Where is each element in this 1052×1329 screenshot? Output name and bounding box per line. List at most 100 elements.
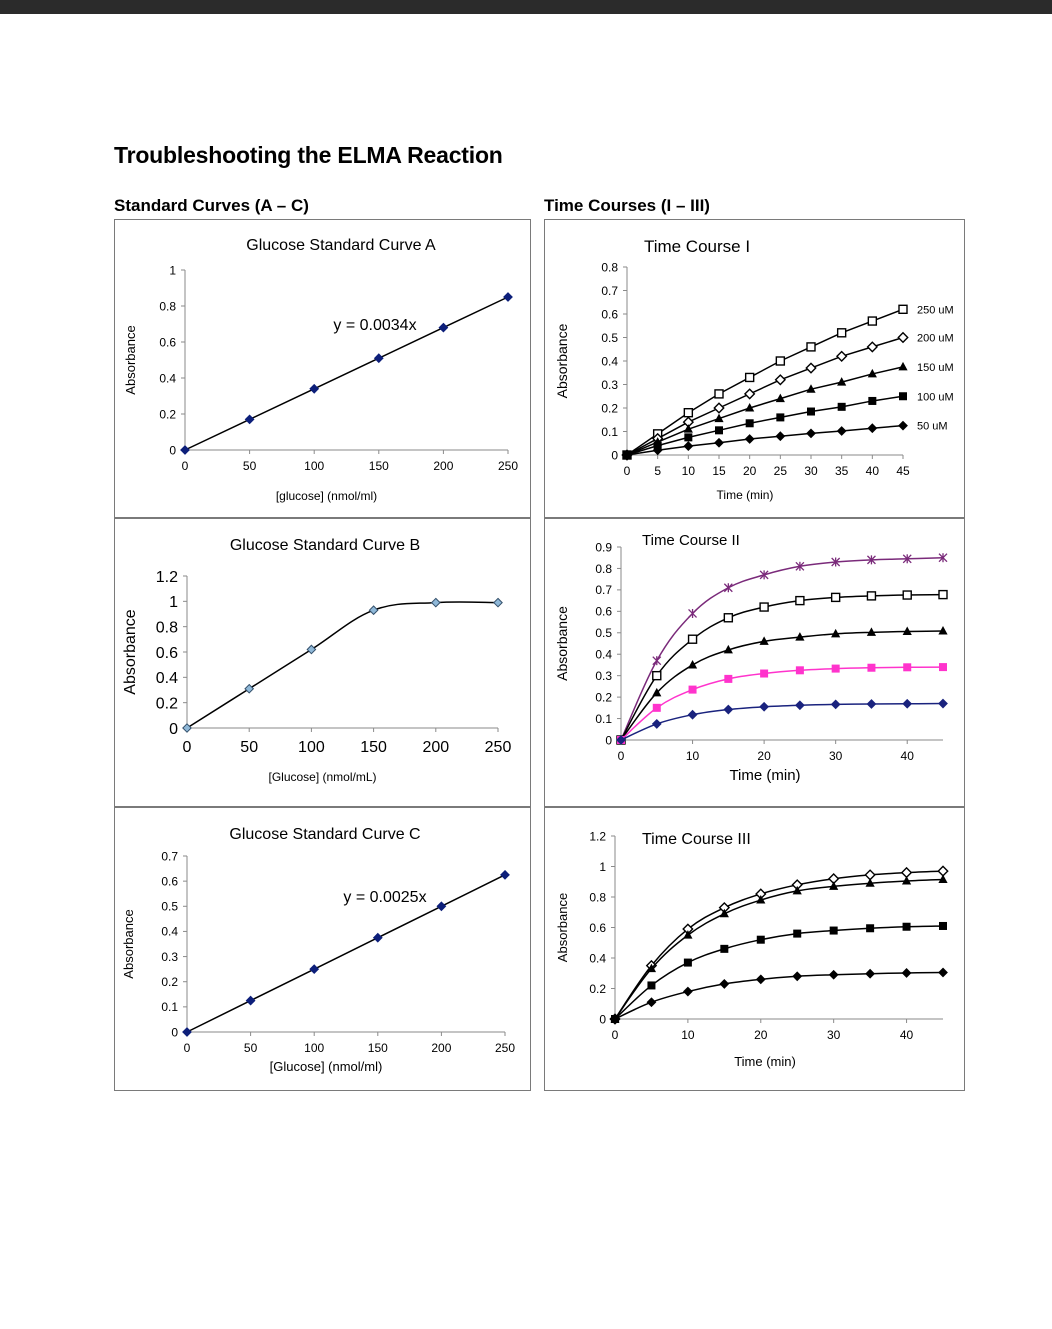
x-tick-label: 10: [686, 749, 700, 763]
data-point-marker: [759, 602, 769, 612]
chart-title: Time Course II: [642, 532, 740, 549]
data-point-marker: [831, 628, 841, 638]
x-tick-label: 30: [829, 749, 843, 763]
y-tick-label: 0.8: [156, 619, 178, 636]
y-axis-label: Absorbance: [554, 323, 570, 398]
y-tick-label: 0.7: [601, 284, 618, 298]
y-tick-label: 0.8: [601, 260, 618, 274]
y-tick-label: 0.1: [595, 712, 612, 726]
y-axis-label: Absorbance: [121, 909, 136, 978]
data-point-marker: [430, 597, 441, 608]
chart-title: Glucose Standard Curve A: [246, 237, 436, 254]
y-axis-label: Absorbance: [554, 606, 570, 681]
series-line-2: [614, 878, 944, 1020]
data-point-marker: [775, 356, 786, 366]
data-point-marker: [723, 583, 733, 593]
data-point-marker: [865, 878, 875, 887]
data-point-marker: [719, 908, 729, 918]
y-tick-label: 1.2: [156, 569, 178, 586]
data-point-marker: [309, 964, 320, 975]
data-point-marker: [865, 968, 876, 979]
data-point-marker: [830, 699, 841, 710]
data-point-marker: [902, 626, 912, 635]
y-tick-label: 0: [169, 721, 178, 738]
data-point-marker: [755, 974, 766, 985]
y-tick-label: 0: [599, 1012, 606, 1026]
data-point-marker: [795, 632, 805, 641]
x-tick-label: 200: [422, 739, 449, 756]
x-tick-label: 100: [304, 459, 324, 473]
data-point-marker: [683, 930, 693, 939]
series-line-200-um: [626, 336, 904, 456]
data-point-marker: [831, 557, 841, 567]
y-tick-label: 0.5: [595, 626, 612, 640]
x-tick-label: 0: [183, 739, 192, 756]
series-label-250-um: 250 uM: [917, 304, 954, 316]
x-tick-label: 25: [774, 464, 788, 478]
series-line-1: [614, 870, 944, 1020]
x-tick-label: 150: [360, 739, 387, 756]
y-tick-label: 0.2: [589, 982, 606, 996]
data-point-marker: [902, 922, 911, 931]
data-point-marker: [745, 403, 755, 412]
data-point-marker: [724, 674, 733, 683]
data-point-marker: [866, 627, 877, 636]
data-point-marker: [244, 683, 255, 694]
data-point-marker: [806, 428, 816, 439]
y-tick-label: 0.2: [161, 975, 178, 989]
data-point-marker: [806, 384, 816, 393]
x-tick-label: 250: [495, 1041, 515, 1055]
x-tick-label: 10: [681, 1028, 695, 1042]
data-point-marker: [244, 414, 255, 425]
data-point-marker: [616, 735, 626, 745]
series-line-4: [614, 971, 944, 1020]
y-tick-label: 0.4: [589, 951, 606, 965]
x-tick-label: 30: [827, 1028, 841, 1042]
data-point-marker: [938, 589, 948, 600]
section-time-courses: Time Courses (I – III): [544, 196, 710, 215]
data-point-marker: [831, 664, 840, 673]
chart-glucose-standard-curve-a: Glucose Standard Curve A 0 0.2 0.4 0.6 0.8 1 0 5…: [123, 237, 518, 503]
y-tick-label: 1.2: [589, 829, 606, 843]
chart-panel-time-course-3: Time Course III 0 0.2 0.4 0.6 0.8 1 1.2 0 10 20 30 4…: [544, 807, 965, 1091]
data-point-marker: [652, 703, 661, 712]
y-tick-label: 0.4: [595, 648, 612, 662]
data-point-marker: [806, 342, 816, 352]
data-point-marker: [939, 663, 947, 672]
series-line-250-um: [626, 308, 904, 456]
data-point-marker: [438, 322, 449, 333]
x-tick-label: 40: [866, 464, 880, 478]
data-point-marker: [866, 699, 877, 709]
data-point-marker: [652, 687, 662, 697]
data-point-marker: [373, 353, 384, 364]
y-tick-label: 0.6: [156, 645, 178, 662]
y-tick-label: 0.6: [595, 605, 612, 619]
y-tick-label: 0.2: [601, 401, 618, 415]
x-tick-label: 150: [368, 1041, 388, 1055]
data-point-marker: [837, 377, 847, 386]
data-point-marker: [756, 895, 766, 904]
y-tick-label: 0: [171, 1025, 178, 1039]
x-tick-label: 0: [618, 749, 625, 763]
data-point-marker: [652, 656, 662, 666]
data-point-marker: [306, 644, 317, 655]
data-point-marker: [898, 420, 908, 431]
data-point-marker: [836, 426, 847, 436]
y-tick-label: 0.7: [161, 849, 178, 863]
data-point-marker: [687, 709, 698, 720]
x-tick-label: 250: [498, 459, 518, 473]
x-axis-label: [glucose] (nmol/ml): [276, 489, 377, 503]
y-tick-label: 0.8: [595, 562, 612, 576]
chart-panel-time-course-2: Time Course II 0 0.1 0.2 0.3 0.4 0.5 0.6 0.7 0.8 0…: [544, 518, 965, 807]
data-point-marker: [688, 685, 697, 694]
data-point-marker: [759, 636, 769, 645]
data-point-marker: [792, 971, 803, 982]
data-point-marker: [503, 292, 513, 302]
chart-time-course-i: Time Course I 0 0.1 0.2 0.3 0.4 0.5 0.6 0.7 0.8 0 5…: [554, 237, 954, 502]
data-point-marker: [687, 634, 698, 644]
data-point-marker: [714, 389, 724, 399]
data-point-marker: [683, 424, 693, 433]
data-point-marker: [720, 944, 729, 953]
data-point-marker: [775, 431, 786, 442]
y-tick-label: 0.5: [161, 900, 178, 914]
